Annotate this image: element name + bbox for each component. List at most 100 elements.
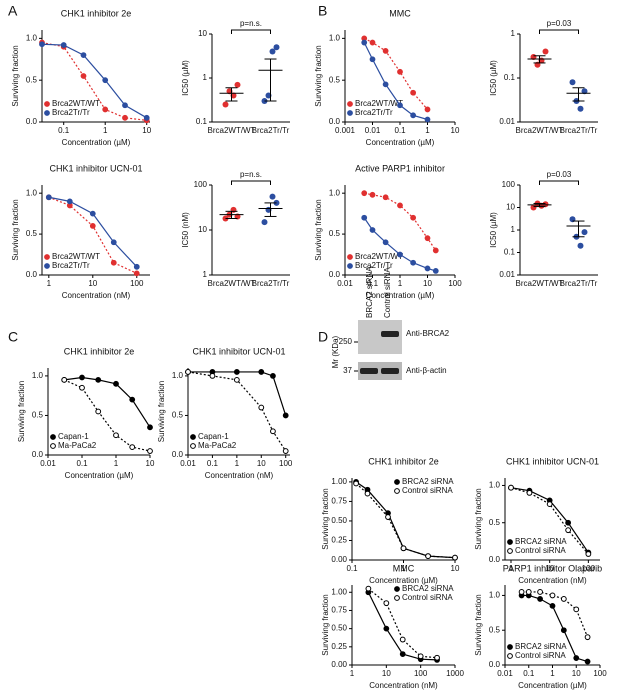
blot-band [381,331,399,337]
data-point [361,39,368,46]
x-tick-label: 10 [451,564,460,573]
blot-membrane [358,362,402,380]
y-tick-label: 0.75 [331,497,347,506]
data-point [565,527,572,534]
data-point [222,101,229,108]
y-tick-label: 10 [198,29,207,38]
legend-marker [394,595,400,601]
data-point [434,654,440,661]
x-tick-label: 0.1 [394,126,406,135]
x-tick-label: 10 [142,126,151,135]
legend-label: Brca2Tr/Tr [52,261,90,270]
data-point [79,384,85,391]
data-point [80,73,87,79]
y-tick-label: 0.0 [329,270,341,279]
data-point [581,88,588,95]
data-point [353,480,359,487]
series-line [187,371,287,452]
y-tick-label: 10 [198,225,207,234]
series-line [368,588,438,659]
y-tick-label: 1.00 [331,587,347,596]
data-point [397,68,403,75]
y-tick-label: 1.0 [26,188,38,197]
legend-label: Brca2Tr/Tr [52,108,90,117]
x-tick-label: 1 [550,669,555,678]
data-point [546,501,553,507]
y-axis-label: IC50 (µM) [489,60,498,96]
x-tick-label: Brca2Tr/Tr [560,126,598,135]
y-tick-label: 1 [203,270,208,279]
data-point [382,48,389,54]
data-point [383,600,390,607]
x-axis-label: Concentration (µM) [369,576,438,585]
data-point [133,263,140,270]
y-tick-label: 0.50 [331,624,347,633]
legend-label: Control siRNA [515,546,566,555]
series-line [510,487,589,555]
data-point [60,42,67,48]
data-point [89,223,96,229]
data-point [397,102,403,109]
series-line [363,37,428,110]
data-point [234,81,241,88]
x-tick-label: 0.1 [367,279,379,288]
band-label: Anti-BRCA2 [406,329,450,338]
data-point [282,412,289,419]
data-point [432,247,439,254]
lane-label: BRCA2 siRNA [365,266,374,318]
x-tick-label: 0.01 [337,279,353,288]
y-axis-label: Surviving fraction [11,45,20,106]
y-tick-label: 1 [203,73,208,82]
data-point [258,404,265,411]
x-tick-label: 0.1 [58,126,70,135]
data-point [79,374,85,381]
legend-label: Control siRNA [515,651,566,660]
x-tick-label: 0.1 [76,459,88,468]
data-point [410,112,417,119]
legend-label: Brca2Tr/Tr [355,108,393,117]
x-tick-label: 0.01 [497,669,513,678]
y-axis-label: Surviving fraction [321,594,330,655]
series-line [63,379,151,452]
y-tick-label: 1.0 [489,591,501,600]
y-axis-label: Surviving fraction [314,45,323,106]
panel-letter: B [318,3,327,19]
data-point [397,251,403,258]
y-tick-label: 1.0 [32,371,44,380]
data-point [282,448,289,454]
data-point [399,636,406,643]
legend-marker [507,644,513,650]
data-point [364,490,371,497]
x-tick-label: 0.1 [523,669,535,678]
data-point [424,116,431,123]
x-tick-label: 100 [593,669,607,678]
blot-y-label: Mr (KDa) [331,335,340,368]
x-axis-label: Concentration (nM) [205,471,274,480]
x-tick-label: 10 [88,279,97,288]
data-point [560,627,567,634]
y-tick-label: 0.0 [489,660,501,669]
y-tick-label: 0.0 [329,117,341,126]
data-point [270,373,276,379]
annotation: p=n.s. [240,19,262,28]
x-tick-label: 1 [398,279,403,288]
y-tick-label: 10 [506,203,515,212]
data-point [95,376,102,383]
y-tick-label: 0.1 [504,73,516,82]
data-point [525,589,532,595]
data-point [261,219,268,226]
data-point [369,227,376,233]
x-tick-label: Brca2WT/WT [208,126,256,135]
x-tick-label: 1 [235,459,240,468]
y-axis-label: Surviving fraction [157,381,166,442]
legend-marker [347,101,353,107]
legend-marker [394,488,400,494]
x-tick-label: 1 [47,279,52,288]
x-tick-label: 100 [130,279,144,288]
data-point [537,596,543,602]
legend-marker [394,586,400,592]
x-tick-label: 1 [401,564,406,573]
y-axis-label: Surviving fraction [474,488,483,549]
data-point [526,490,533,496]
data-point [147,448,153,454]
